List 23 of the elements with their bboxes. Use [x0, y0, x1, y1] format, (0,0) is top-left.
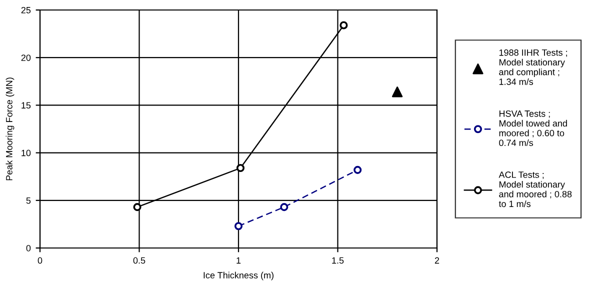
y-tick-label: 15	[22, 102, 31, 109]
x-axis-title: Ice Thickness (m)	[204, 272, 274, 280]
y-tick-label: 5	[26, 197, 31, 204]
point	[280, 203, 288, 212]
legend-label: ACL Tests ; Model stationary and moored ; 0.88 to 1 m/s	[498, 172, 572, 208]
x-tick-label: 0.5	[133, 257, 146, 264]
legend-label: 1988 IIHR Tests ; Model stationary and compliant ; 1.34 m/s	[499, 49, 568, 85]
point	[133, 203, 142, 212]
point	[234, 222, 243, 230]
y-tick-label: 25	[21, 6, 31, 14]
y-tick-label: 10	[22, 150, 31, 156]
x-tick-label: 1.5	[332, 257, 344, 264]
x-tick-label: 1	[236, 257, 241, 264]
point	[392, 86, 403, 98]
point	[236, 164, 245, 172]
x-tick-label: 2	[434, 257, 440, 264]
point	[354, 166, 362, 174]
y-tick-label: 20	[21, 54, 31, 61]
legend-label: HSVA Tests ; Model towed and moored ; 0.60 to 0.74 m/s	[499, 110, 567, 146]
x-tick-label: 0	[38, 257, 42, 264]
y-tick-label: 0	[26, 244, 31, 252]
point	[340, 21, 348, 30]
y-axis-title: Peak Mooring Force (MN)	[6, 78, 14, 180]
